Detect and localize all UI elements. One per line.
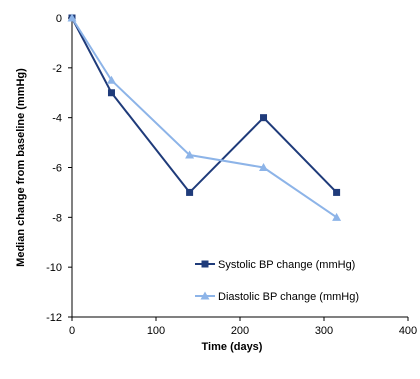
data-point [332, 212, 342, 221]
y-ticks: 0 -2 -4 -6 -8 -10 -12 [46, 13, 72, 324]
series-line-2 [71, 17, 338, 219]
y-tick-label: -8 [52, 212, 62, 224]
y-tick-label: -2 [52, 63, 62, 75]
x-tick-label: 200 [231, 325, 249, 337]
axes [71, 18, 408, 318]
data-point [185, 150, 195, 159]
x-tick-label: 0 [69, 325, 75, 337]
data-point [333, 188, 341, 196]
legend-marker [201, 260, 209, 268]
series [67, 13, 342, 221]
x-tick-label: 300 [315, 325, 333, 337]
data-point [260, 114, 268, 122]
x-tick-label: 100 [147, 325, 165, 337]
legend-marker [200, 291, 210, 300]
x-axis-title: Time (days) [202, 341, 263, 353]
data-point [259, 163, 269, 171]
y-tick-label: -4 [52, 113, 62, 125]
x-ticks: 0 100 200 300 400 [69, 317, 417, 337]
y-tick-label: 0 [56, 13, 62, 25]
x-tick-label: 400 [399, 325, 417, 337]
data-point [106, 75, 116, 84]
data-point [186, 188, 194, 196]
legend: Systolic BP change (mmHg) Diastolic BP ch… [195, 259, 359, 303]
legend-label: Diastolic BP change (mmHg) [218, 291, 359, 303]
data-point [107, 89, 115, 97]
series-line-1 [71, 17, 338, 194]
y-axis-title: Median change from baseline (mmHg) [15, 68, 27, 267]
data-point [67, 13, 77, 22]
y-tick-label: -12 [46, 312, 62, 324]
y-tick-label: -6 [52, 163, 62, 175]
y-tick-label: -10 [46, 262, 62, 274]
legend-label: Systolic BP change (mmHg) [218, 259, 355, 271]
